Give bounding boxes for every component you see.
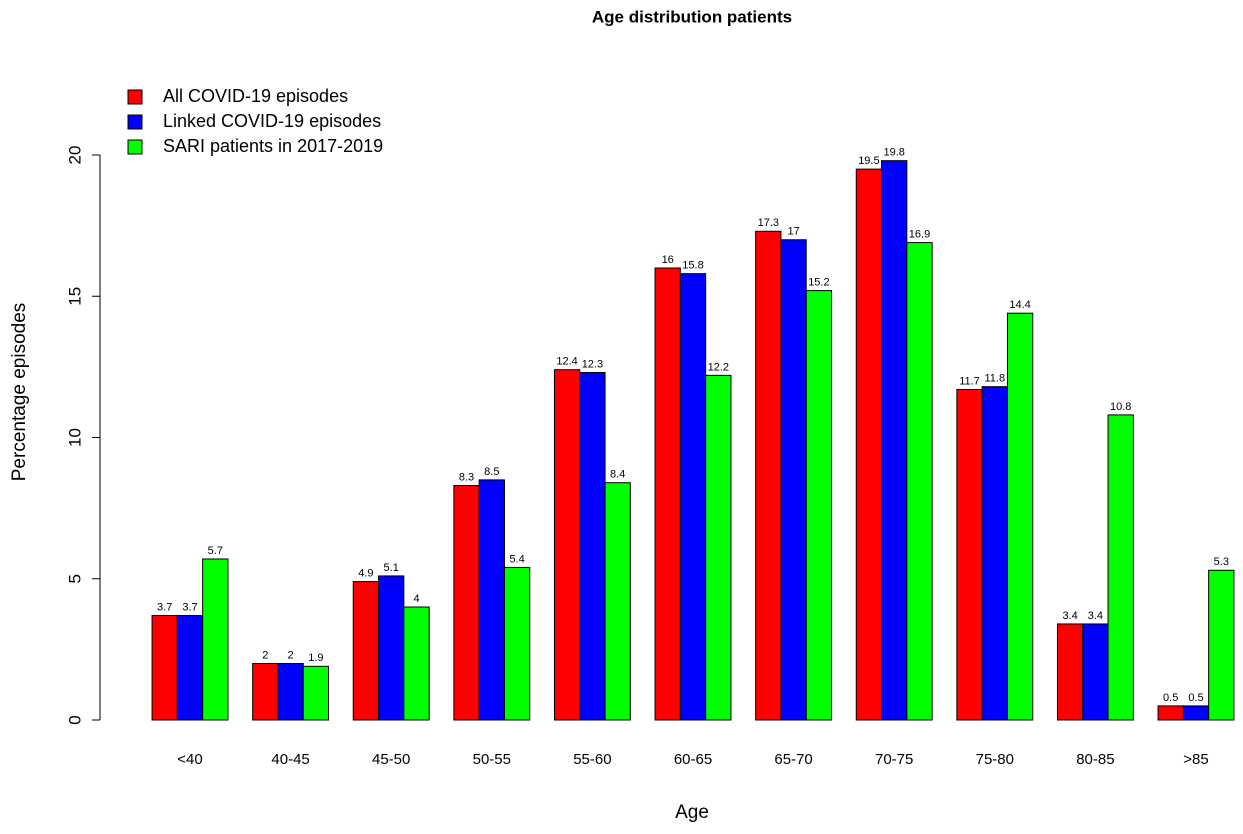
x-tick-label: <40: [177, 751, 202, 768]
data-label: 15.8: [682, 260, 703, 272]
bar: [906, 242, 933, 721]
data-label: 19.5: [858, 155, 879, 167]
data-label: 15.2: [808, 277, 829, 289]
x-tick-label: 40-45: [271, 751, 309, 768]
data-label: 2: [288, 649, 294, 661]
data-label: 2: [262, 649, 268, 661]
x-tick-label: >85: [1183, 751, 1208, 768]
data-label: 12.3: [582, 358, 603, 370]
bar: [151, 614, 178, 721]
y-tick-label: 10: [65, 428, 84, 447]
data-label: 16.9: [909, 228, 930, 240]
bar: [705, 374, 732, 721]
y-tick-label: 20: [65, 146, 84, 165]
bar: [553, 369, 581, 721]
bar: [503, 566, 531, 721]
legend-swatch: [127, 114, 143, 130]
x-tick-label: 65-70: [774, 751, 812, 768]
data-label: 8.3: [459, 471, 474, 483]
data-label: 14.4: [1009, 299, 1030, 311]
bar: [805, 290, 833, 721]
x-tick-label: 50-55: [473, 751, 511, 768]
bar: [604, 482, 631, 721]
data-label: 17: [787, 226, 799, 238]
x-tick-label: 80-85: [1076, 751, 1114, 768]
data-label: 4: [413, 593, 419, 605]
bar: [176, 614, 204, 721]
legend-label: SARI patients in 2017-2019: [163, 136, 383, 156]
data-label: 5.4: [509, 553, 524, 565]
y-tick-label: 0: [65, 715, 84, 724]
x-tick-label: 75-80: [976, 751, 1014, 768]
data-label: 5.3: [1214, 556, 1229, 568]
data-label: 11.8: [985, 373, 1006, 385]
bar: [1157, 705, 1184, 721]
bar: [1182, 705, 1210, 721]
legend-swatch: [127, 139, 143, 155]
bar: [302, 665, 330, 721]
bar: [981, 386, 1008, 721]
bar: [1006, 312, 1034, 721]
bar: [1107, 414, 1134, 721]
data-label: 10.8: [1110, 401, 1131, 413]
data-label: 0.5: [1188, 692, 1203, 704]
legend-label: All COVID-19 episodes: [163, 86, 348, 106]
data-label: 8.5: [484, 466, 499, 478]
bar: [277, 663, 304, 721]
bar: [780, 239, 807, 721]
data-label: 3.4: [1062, 610, 1077, 622]
bar: [654, 267, 681, 721]
bar: [352, 581, 380, 721]
data-label: 4.9: [358, 567, 373, 579]
chart-title: Age distribution patients: [592, 7, 792, 26]
x-tick-label: 55-60: [573, 751, 611, 768]
bar: [453, 485, 480, 721]
bar: [202, 558, 229, 721]
y-axis-title: Percentage episodes: [9, 303, 30, 482]
bar: [855, 168, 883, 721]
data-label: 16: [662, 254, 674, 266]
x-axis-title: Age: [675, 802, 709, 823]
bar: [403, 606, 430, 721]
y-tick-label: 15: [65, 287, 84, 306]
bar: [881, 160, 908, 721]
data-label: 1.9: [308, 652, 323, 664]
data-label: 11.7: [959, 375, 980, 387]
bar: [1208, 569, 1235, 721]
bar: [755, 230, 782, 721]
legend-label: Linked COVID-19 episodes: [163, 111, 381, 131]
data-label: 12.4: [556, 356, 577, 368]
data-label: 12.2: [708, 361, 729, 373]
bar: [378, 575, 405, 721]
bar: [1056, 623, 1084, 721]
x-tick-label: 70-75: [875, 751, 913, 768]
data-label: 3.4: [1088, 610, 1103, 622]
data-label: 3.7: [157, 601, 172, 613]
data-label: 0.5: [1163, 692, 1178, 704]
x-tick-label: 60-65: [674, 751, 712, 768]
legend-swatch: [127, 89, 143, 105]
data-label: 5.7: [208, 545, 223, 557]
bar: [579, 372, 606, 721]
data-label: 3.7: [182, 601, 197, 613]
data-label: 8.4: [610, 469, 625, 481]
data-label: 19.8: [883, 147, 904, 159]
x-tick-label: 45-50: [372, 751, 410, 768]
data-label: 17.3: [758, 217, 779, 229]
bar: [252, 663, 279, 721]
bar: [478, 479, 505, 721]
y-tick-label: 5: [65, 574, 84, 583]
bar: [956, 388, 983, 721]
bar: [1082, 623, 1109, 721]
data-label: 5.1: [384, 562, 399, 574]
bar: [679, 273, 707, 721]
